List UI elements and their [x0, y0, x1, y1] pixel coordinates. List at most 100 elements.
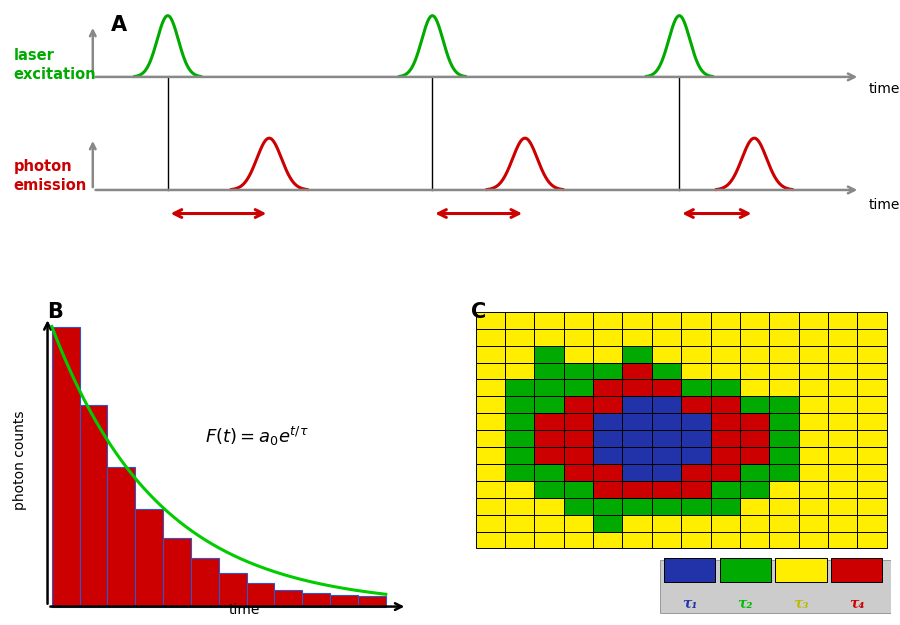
Text: $\mathit{F}(t) = a_0 e^{t/\tau}$: $\mathit{F}(t) = a_0 e^{t/\tau}$: [205, 424, 310, 448]
Bar: [535, 413, 563, 430]
Bar: [681, 447, 711, 464]
Bar: [770, 464, 798, 481]
Bar: [681, 514, 711, 531]
Bar: [535, 362, 563, 379]
Bar: [681, 396, 711, 413]
Bar: [740, 379, 770, 396]
Bar: [681, 362, 711, 379]
Bar: [505, 481, 535, 498]
Bar: [770, 430, 798, 447]
Bar: [798, 531, 828, 548]
Bar: [535, 329, 563, 346]
Bar: [711, 379, 740, 396]
Bar: [711, 464, 740, 481]
Bar: [505, 346, 535, 362]
Bar: [681, 498, 711, 514]
Bar: [858, 464, 886, 481]
Bar: [858, 498, 886, 514]
Text: time: time: [229, 603, 260, 618]
Bar: [831, 558, 882, 582]
Bar: [770, 514, 798, 531]
Bar: [652, 329, 681, 346]
Bar: [770, 396, 798, 413]
Bar: [535, 464, 563, 481]
Bar: [505, 379, 535, 396]
Bar: [798, 430, 828, 447]
Bar: [858, 362, 886, 379]
Bar: [476, 396, 505, 413]
Bar: [563, 396, 593, 413]
Bar: [828, 396, 858, 413]
Bar: [563, 498, 593, 514]
Bar: [681, 346, 711, 362]
Bar: [623, 379, 652, 396]
Bar: [652, 396, 681, 413]
Bar: [274, 590, 302, 607]
Bar: [681, 379, 711, 396]
Bar: [828, 362, 858, 379]
Bar: [740, 346, 770, 362]
Bar: [740, 430, 770, 447]
Bar: [798, 346, 828, 362]
Bar: [505, 531, 535, 548]
Bar: [828, 498, 858, 514]
Bar: [711, 329, 740, 346]
Bar: [623, 531, 652, 548]
Bar: [798, 447, 828, 464]
Bar: [535, 447, 563, 464]
Bar: [798, 498, 828, 514]
Bar: [476, 481, 505, 498]
Bar: [652, 312, 681, 329]
Bar: [563, 481, 593, 498]
Bar: [740, 362, 770, 379]
Bar: [711, 481, 740, 498]
Bar: [593, 447, 623, 464]
Bar: [740, 447, 770, 464]
Bar: [563, 379, 593, 396]
Bar: [563, 362, 593, 379]
Bar: [191, 558, 219, 607]
Bar: [681, 413, 711, 430]
Bar: [535, 514, 563, 531]
Bar: [664, 558, 716, 582]
Bar: [330, 596, 358, 607]
Bar: [652, 430, 681, 447]
Bar: [711, 498, 740, 514]
Bar: [660, 560, 891, 613]
Bar: [563, 312, 593, 329]
Bar: [858, 514, 886, 531]
Bar: [505, 514, 535, 531]
Bar: [593, 379, 623, 396]
Bar: [476, 514, 505, 531]
Bar: [858, 430, 886, 447]
Bar: [770, 531, 798, 548]
Bar: [476, 464, 505, 481]
Text: τ₂: τ₂: [738, 597, 753, 611]
Bar: [563, 346, 593, 362]
Bar: [52, 326, 79, 607]
Bar: [798, 362, 828, 379]
Bar: [681, 430, 711, 447]
Bar: [476, 379, 505, 396]
Bar: [798, 464, 828, 481]
Bar: [858, 447, 886, 464]
Bar: [711, 531, 740, 548]
Bar: [623, 413, 652, 430]
Text: laser: laser: [14, 48, 54, 63]
Bar: [770, 379, 798, 396]
Bar: [681, 464, 711, 481]
Bar: [358, 596, 386, 607]
Bar: [505, 312, 535, 329]
Bar: [476, 312, 505, 329]
Bar: [770, 413, 798, 430]
Bar: [740, 531, 770, 548]
Bar: [740, 329, 770, 346]
Bar: [652, 531, 681, 548]
Bar: [623, 329, 652, 346]
Bar: [798, 514, 828, 531]
Bar: [652, 464, 681, 481]
Bar: [476, 498, 505, 514]
Bar: [858, 379, 886, 396]
Bar: [563, 514, 593, 531]
Bar: [247, 582, 274, 607]
